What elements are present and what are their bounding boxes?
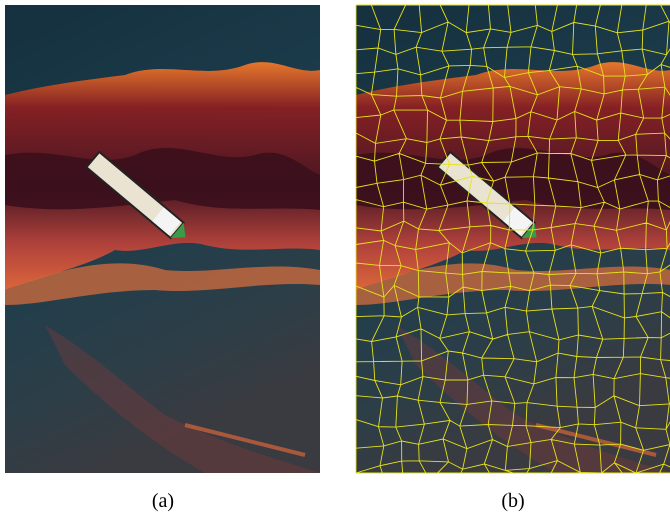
superpixel-overlay: [355, 4, 670, 474]
caption: (b): [501, 490, 524, 512]
panel-b-image: [354, 3, 670, 475]
panel-a-image: [3, 3, 322, 475]
caption: (a): [152, 490, 174, 512]
